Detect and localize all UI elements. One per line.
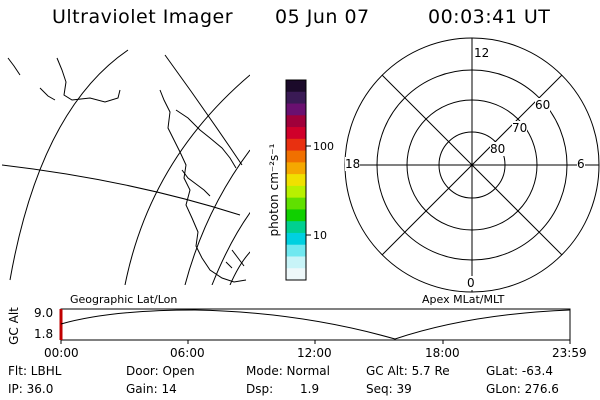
coastline — [181, 169, 211, 197]
x-tick-1200: 12:00 — [297, 346, 332, 360]
lon-line — [164, 54, 243, 166]
seq-info: Seq: 39 — [366, 382, 412, 396]
colorbar-tick-10: 10 — [313, 229, 327, 242]
x-tick-2359: 23:59 — [552, 346, 587, 360]
lon-line — [2, 164, 241, 216]
lat-circle — [124, 74, 250, 285]
mlt-label-18: 18 — [345, 157, 361, 171]
colorbar-cell — [286, 91, 306, 105]
mlat-label-60: 60 — [535, 98, 551, 112]
lat-circle — [9, 49, 129, 281]
x-tick-0000: 00:00 — [44, 346, 79, 360]
geographic-label: Geographic Lat/Lon — [70, 293, 178, 306]
door-info: Door: Open — [126, 364, 195, 378]
coastline — [225, 261, 233, 269]
colorbar-tick-100: 100 — [313, 140, 334, 153]
altitude-ylabel: GC Alt — [7, 307, 21, 345]
mlat-label-70: 70 — [512, 121, 528, 135]
date-label: 05 Jun 07 — [275, 6, 370, 28]
colorbar-cell — [286, 185, 306, 199]
mlt-label-12: 12 — [474, 46, 490, 60]
mlt-label-0: 0 — [467, 276, 475, 290]
colorbar-cell — [286, 197, 306, 210]
coastline — [159, 89, 247, 283]
glat-info: GLat: -63.4 — [486, 364, 553, 378]
altitude-curve — [60, 309, 571, 340]
altitude-y-top: 9.0 — [34, 306, 54, 320]
mlat-label-80: 80 — [490, 142, 506, 156]
filter-info: Flt: LBHL — [8, 364, 62, 378]
colorbar-cell — [286, 138, 306, 152]
lat-circle — [184, 149, 250, 285]
colorbar-cell — [286, 162, 306, 175]
colorbar-cell — [286, 232, 306, 246]
colorbar-cell — [286, 150, 306, 163]
coastline — [56, 57, 121, 103]
page-title: Ultraviolet Imager — [52, 6, 234, 28]
colorbar-cell — [286, 127, 306, 140]
x-tick-1800: 18:00 — [425, 346, 460, 360]
mode-info: Mode: Normal — [246, 364, 330, 378]
coastline — [7, 57, 21, 76]
coastline — [39, 87, 56, 101]
colorbar-cell — [286, 103, 306, 116]
colorbar-cell — [286, 244, 306, 257]
altitude-y-bottom: 1.8 — [34, 327, 54, 341]
colorbar-cell — [286, 268, 306, 281]
apex-label: Apex MLat/MLT — [422, 293, 505, 306]
mlt-label-6: 6 — [577, 157, 585, 171]
coastline — [175, 109, 237, 169]
coastline — [231, 249, 245, 267]
ip-info: IP: 36.0 — [8, 382, 54, 396]
mlat-circle-50 — [344, 37, 600, 293]
colorbar-cell — [286, 209, 306, 222]
colorbar-cell — [286, 256, 306, 269]
lat-circle — [211, 211, 250, 285]
gain-info: Gain: 14 — [126, 382, 177, 396]
x-tick-0600: 06:00 — [170, 346, 205, 360]
colorbar-unit-label: photon cm⁻²s⁻¹ — [267, 143, 281, 237]
colorbar-cell — [286, 80, 306, 93]
glon-info: GLon: 276.6 — [486, 382, 559, 396]
colorbar-cell — [286, 174, 306, 187]
dsp-value: 1.9 — [300, 382, 320, 396]
gc-alt-info: GC Alt: 5.7 Re — [366, 364, 450, 378]
lat-circle — [229, 251, 250, 285]
colorbar-cell — [286, 221, 306, 234]
colorbar-cell — [286, 115, 306, 128]
mlat-circle-70 — [406, 99, 538, 231]
dsp-label: Dsp: — [246, 382, 274, 396]
time-label: 00:03:41 UT — [428, 6, 551, 28]
